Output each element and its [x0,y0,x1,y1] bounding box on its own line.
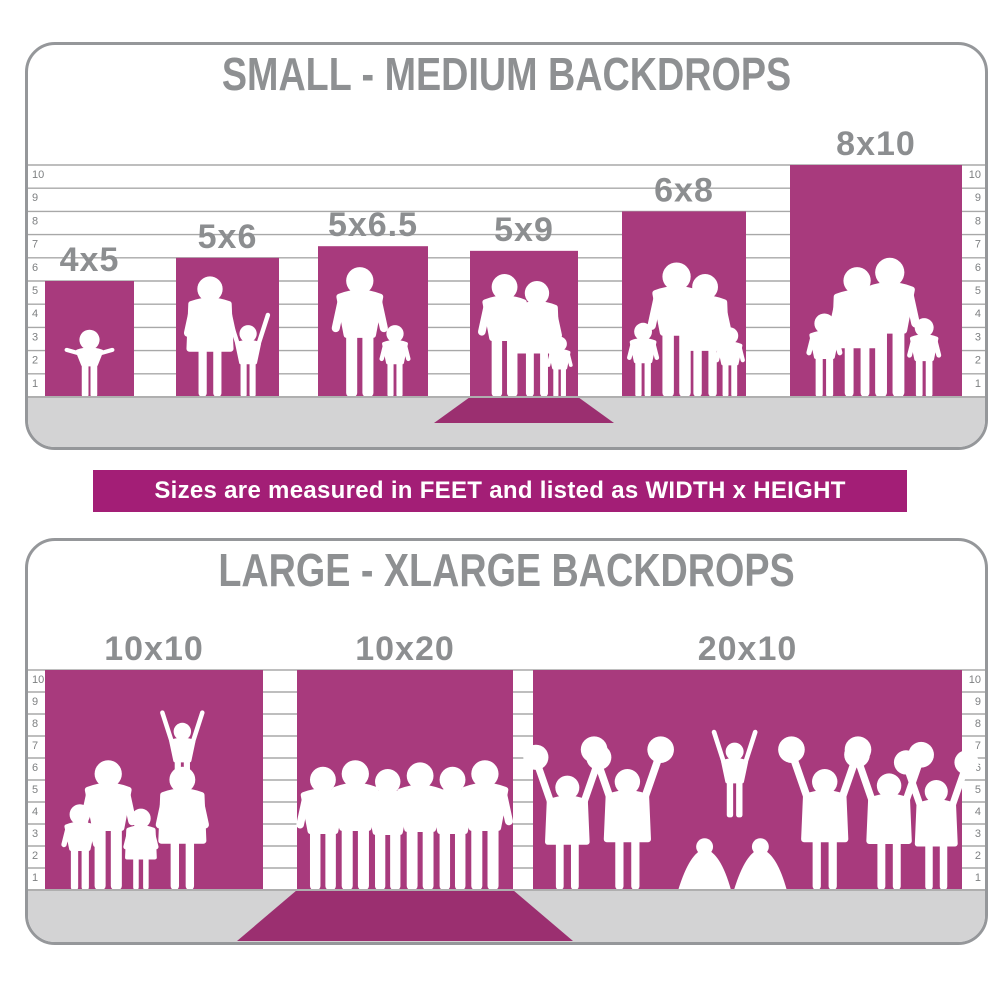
person-silhouette-child-up [226,312,271,397]
ruler-tick-label-left: 5 [32,285,38,297]
ruler-tick-label-right: 6 [975,762,981,774]
large-xlarge-backdrops-chart: 1 1 2 2 3 3 4 4 5 5 6 6 7 7 8 8 9 9 10 10 10x10 10x20 20x10 [28,630,985,942]
ruler-tick-label-right: 5 [975,784,981,796]
ruler-tick-label-left: 2 [32,850,38,862]
ruler-tick-label-left: 1 [32,872,38,884]
person-silhouette-child [379,325,411,397]
person-silhouette-crouch [733,838,787,890]
person-silhouette-cheer [893,750,979,890]
ruler-tick-label-left: 3 [32,828,38,840]
person-silhouette-child [546,336,573,397]
ruler-tick-label-left: 1 [32,378,38,390]
ruler-tick-label-left: 9 [32,696,38,708]
ruler-tick-label-left: 5 [32,784,38,796]
floor-sweep [434,397,614,423]
person-silhouette-up [160,710,205,796]
ruler-tick-label-right: 1 [975,872,981,884]
size-label-5x6: 5x6 [198,218,258,256]
ruler-tick-label-right: 1 [975,378,981,390]
ruler-tick-label-left: 10 [32,674,44,686]
floor-sweep [237,890,573,941]
ruler-tick-label-right: 7 [975,239,981,251]
person-silhouette-girl [123,808,159,890]
size-label-10x10: 10x10 [104,630,204,668]
size-label-8x10: 8x10 [836,125,916,163]
ruler-tick-label-right: 8 [975,215,981,227]
ruler-tick-label-left: 4 [32,308,38,320]
panel-large-xlarge-backdrops: 1 1 2 2 3 3 4 4 5 5 6 6 7 7 8 8 9 9 10 10 10x10 10x20 20x10 LA… [25,538,988,945]
ruler-tick-label-left: 7 [32,239,38,251]
person-silhouette-man [80,760,137,890]
person-silhouette-child [714,327,745,397]
ruler-tick-label-right: 2 [975,355,981,367]
person-silhouette-man [361,769,414,890]
ruler-tick-label-right: 3 [975,828,981,840]
ruler-tick-label-right: 5 [975,285,981,297]
person-silhouette-child [806,313,843,397]
person-silhouette-man [331,267,388,397]
person-silhouette-toddler [64,329,115,397]
person-silhouette-man [859,257,920,397]
person-silhouette-child [627,322,660,397]
ruler-tick-label-left: 8 [32,718,38,730]
ruler-tick-label-left: 3 [32,331,38,343]
size-label-20x10: 20x10 [698,630,798,668]
ruler-tick-label-right: 9 [975,696,981,708]
ruler-tick-label-right: 10 [969,169,981,181]
ruler-tick-label-left: 4 [32,806,38,818]
person-silhouette-man [456,760,513,890]
ruler-tick-label-left: 6 [32,262,38,274]
ruler-tick-label-left: 6 [32,762,38,774]
person-silhouette-woman [678,274,732,397]
ruler-tick-label-right: 9 [975,192,981,204]
ruler-tick-label-left: 2 [32,355,38,367]
ruler-tick-label-right: 3 [975,331,981,343]
panel-title-small-medium: SMALL - MEDIUM BACKDROPS [221,48,792,100]
person-silhouette-up [711,729,758,818]
ruler-tick-label-right: 4 [975,806,981,818]
ruler-tick-label-left: 7 [32,740,38,752]
person-silhouette-cheer [778,736,872,890]
ruler-tick-label-left: 9 [32,192,38,204]
person-silhouette-crouch [678,838,731,890]
person-silhouette-child [907,318,942,397]
person-silhouette-cheer [580,736,674,890]
size-label-4x5: 4x5 [60,241,120,279]
size-label-5x6.5: 5x6.5 [328,206,418,244]
panel-title-large-xlarge: LARGE - XLARGE BACKDROPS [218,544,795,596]
ruler-tick-label-right: 7 [975,740,981,752]
ruler-tick-label-left: 8 [32,215,38,227]
ruler-tick-label-right: 10 [969,674,981,686]
size-label-10x20: 10x20 [355,630,455,668]
size-label-6x8: 6x8 [654,171,714,209]
measurement-note-banner: Sizes are measured in FEET and listed as… [93,470,907,512]
small-medium-backdrops-chart: 1 1 2 2 3 3 4 4 5 5 6 6 7 7 8 8 9 9 10 10 4x5 5x6 5x6.5 5x9 6x8 8… [28,125,985,447]
person-silhouette-cheer [844,741,934,890]
size-label-5x9: 5x9 [494,211,554,249]
ruler-tick-label-right: 4 [975,308,981,320]
measurement-note-text: Sizes are measured in FEET and listed as… [154,477,846,504]
ruler-tick-label-right: 8 [975,718,981,730]
ruler-tick-label-right: 2 [975,850,981,862]
ruler-tick-label-right: 6 [975,262,981,274]
ruler-tick-label-left: 10 [32,169,44,181]
panel-small-medium-backdrops: 1 1 2 2 3 3 4 4 5 5 6 6 7 7 8 8 9 9 10 10 4x5 5x6 5x6.5 5x9 6x8 8… [25,42,988,450]
